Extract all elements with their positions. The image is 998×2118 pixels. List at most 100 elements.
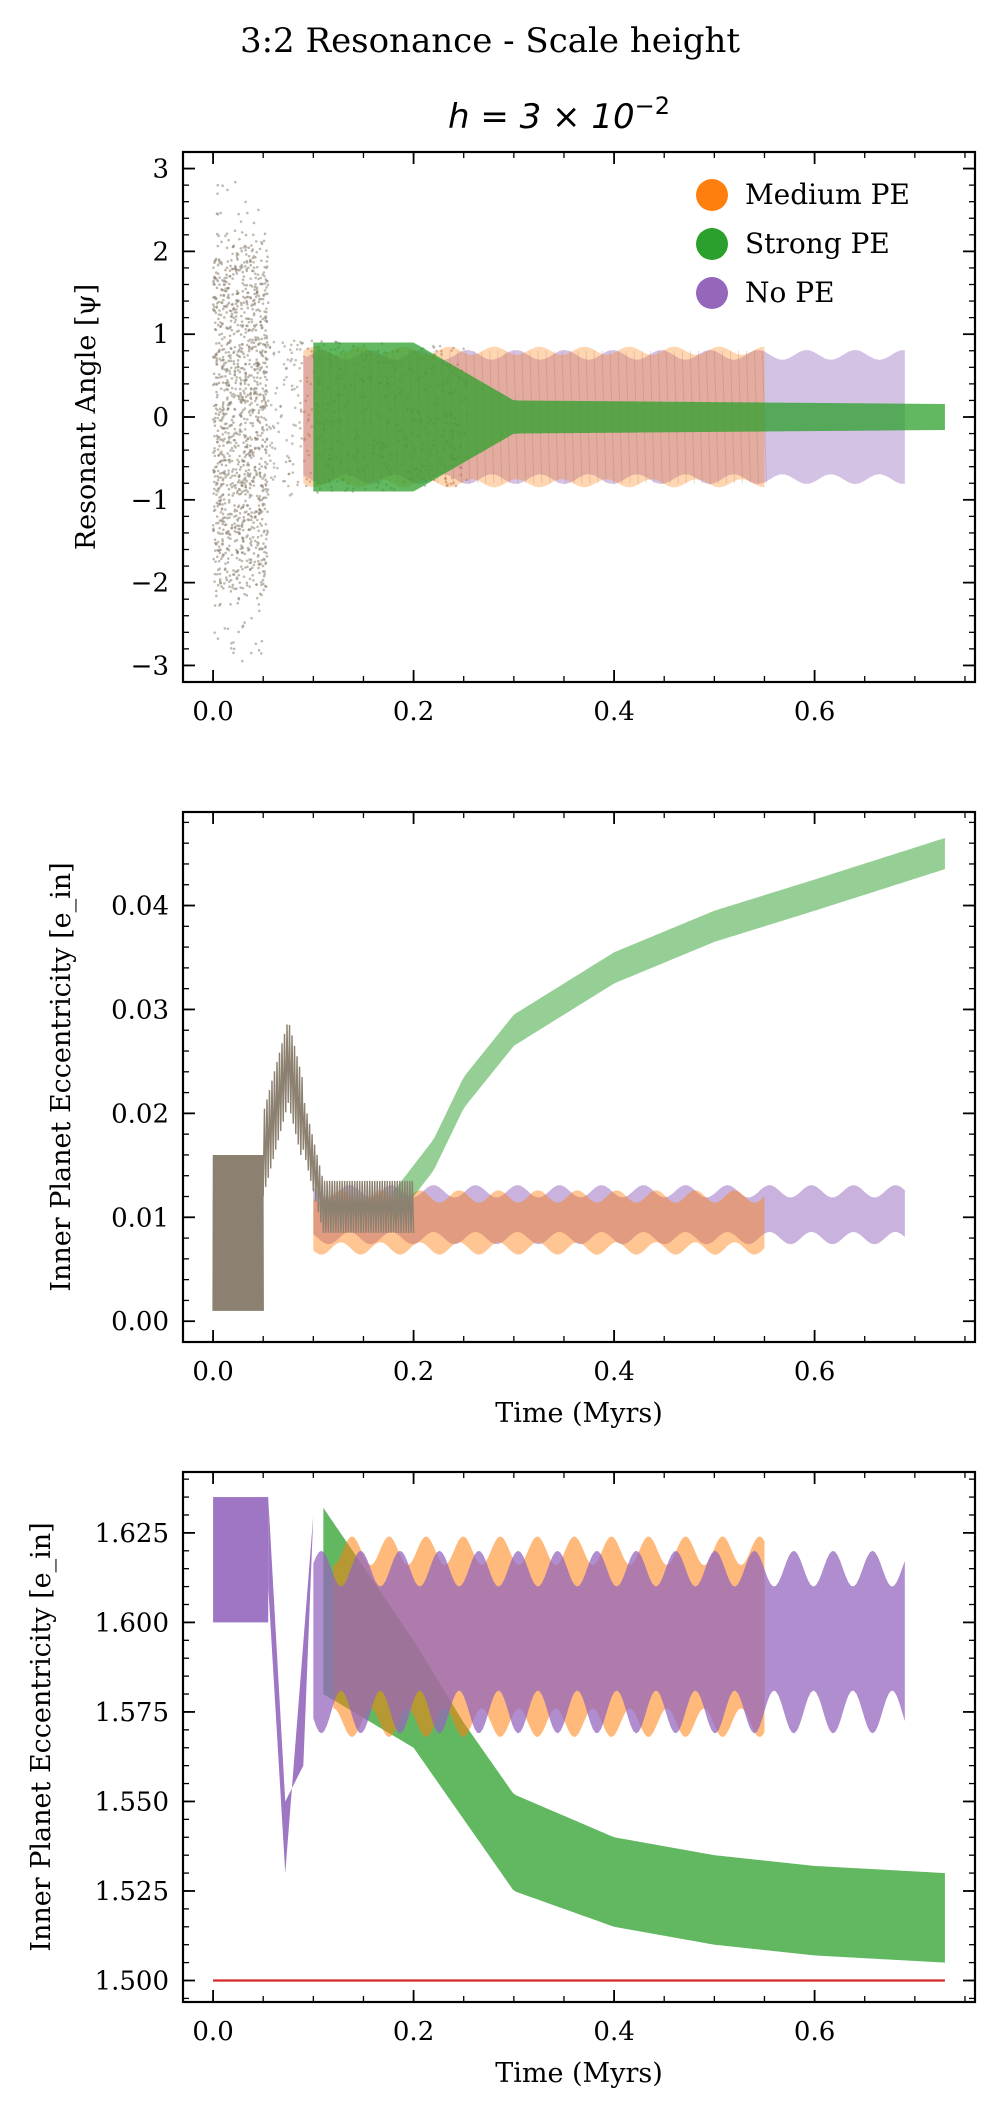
scatter-point-transition — [309, 382, 313, 386]
scatter-point-early — [261, 408, 264, 411]
scatter-point-early — [249, 483, 253, 487]
scatter-point-early — [266, 493, 270, 496]
scatter-point-early — [224, 351, 228, 354]
scatter-point-early — [215, 362, 218, 366]
scatter-point-transition — [289, 343, 293, 347]
scatter-point-early — [218, 283, 221, 286]
scatter-point-early — [265, 423, 268, 427]
scatter-point-early — [247, 246, 251, 250]
scatter-point-early — [263, 390, 266, 393]
scatter-point-transition — [462, 347, 465, 351]
x-tick-label: 0.0 — [192, 1357, 233, 1387]
scatter-point-early — [244, 499, 247, 503]
scatter-point-early — [263, 406, 266, 410]
scatter-point-early — [221, 532, 224, 536]
scatter-point-transition — [282, 362, 286, 366]
scatter-point-early — [252, 476, 256, 480]
scatter-point-early — [263, 496, 266, 499]
scatter-point-early — [250, 347, 254, 351]
scatter-point-early — [218, 548, 221, 552]
scatter-point-early — [222, 528, 225, 532]
scatter-point-early — [244, 375, 248, 379]
figure-suptitle: 3:2 Resonance - Scale height — [240, 21, 740, 61]
x-tick-label: 0.4 — [593, 697, 634, 727]
scatter-point-early — [228, 454, 231, 458]
scatter-point-early — [251, 307, 254, 311]
scatter-point-early — [263, 274, 266, 278]
scatter-point-early — [221, 522, 225, 526]
scatter-point-early — [232, 438, 236, 442]
scatter-point-early — [261, 445, 264, 448]
scatter-point-early — [219, 293, 223, 297]
scatter-point-transition — [271, 478, 275, 481]
scatter-point-early — [248, 454, 251, 457]
scatter-point-early — [214, 311, 218, 315]
scatter-point-transition — [267, 425, 271, 429]
scatter-point-early — [265, 437, 269, 440]
scatter-point-early — [255, 473, 258, 477]
scatter-point-early — [215, 594, 218, 598]
scatter-point-early — [252, 454, 255, 458]
scatter-point-early — [229, 356, 232, 360]
scatter-point-early — [212, 487, 216, 491]
scatter-point-early — [232, 449, 235, 453]
scatter-point-early — [220, 438, 224, 441]
scatter-point-early — [238, 376, 242, 380]
scatter-point-early — [255, 392, 259, 396]
scatter-point-early — [224, 374, 227, 378]
scatter-point-early — [230, 446, 234, 450]
scatter-point-early — [213, 283, 216, 286]
scatter-point-early — [257, 504, 261, 507]
scatter-point-early — [226, 513, 230, 516]
scatter-point-early — [243, 335, 246, 339]
x-tick-label: 0.4 — [593, 1357, 634, 1387]
dip-no-pe — [268, 1497, 314, 1874]
scatter-point-transition — [293, 363, 296, 367]
scatter-point-early — [222, 459, 225, 462]
scatter-point-early — [224, 464, 228, 467]
scatter-point-early — [229, 354, 232, 357]
scatter-point-early — [263, 372, 266, 375]
scatter-point-transition — [296, 394, 300, 397]
scatter-point-early — [259, 434, 262, 437]
scatter-point-early — [215, 382, 219, 386]
scatter-point-early — [212, 383, 215, 387]
scatter-point-early — [245, 479, 249, 483]
scatter-point-early — [218, 309, 221, 312]
scatter-point-early — [239, 414, 243, 418]
scatter-point-early — [243, 592, 246, 596]
scatter-point-early — [211, 303, 215, 306]
scatter-point-early — [249, 651, 253, 655]
scatter-point-early — [260, 652, 263, 655]
scatter-point-early — [214, 353, 217, 356]
scatter-point-transition — [285, 375, 288, 379]
scatter-point-early — [244, 566, 247, 569]
x-tick-label: 0.4 — [593, 2017, 634, 2047]
x-tick-label: 0.6 — [794, 2017, 835, 2047]
y-tick-label: 3 — [152, 155, 169, 185]
scatter-point-early — [256, 555, 260, 558]
scatter-point-early — [245, 324, 248, 328]
scatter-point-early — [213, 434, 216, 438]
scatter-point-early — [217, 487, 221, 490]
scatter-point-early — [255, 596, 259, 600]
scatter-point-early — [216, 212, 220, 216]
scatter-point-early — [239, 465, 243, 469]
scatter-point-early — [213, 416, 217, 420]
scatter-point-early — [265, 334, 269, 338]
scatter-point-transition — [305, 477, 309, 481]
scatter-point-early — [257, 416, 260, 419]
scatter-point-transition — [310, 425, 314, 428]
scatter-point-early — [217, 373, 221, 376]
legend-marker — [696, 277, 728, 309]
scatter-point-early — [256, 364, 260, 368]
scatter-point-early — [229, 441, 232, 445]
scatter-point-transition — [284, 367, 288, 370]
scatter-point-early — [213, 572, 217, 576]
scatter-point-early — [247, 339, 250, 343]
scatter-point-early — [234, 318, 238, 322]
scatter-point-transition — [272, 340, 276, 344]
scatter-point-early — [212, 492, 215, 495]
scatter-point-early — [245, 535, 248, 539]
scatter-point-transition — [277, 350, 281, 354]
